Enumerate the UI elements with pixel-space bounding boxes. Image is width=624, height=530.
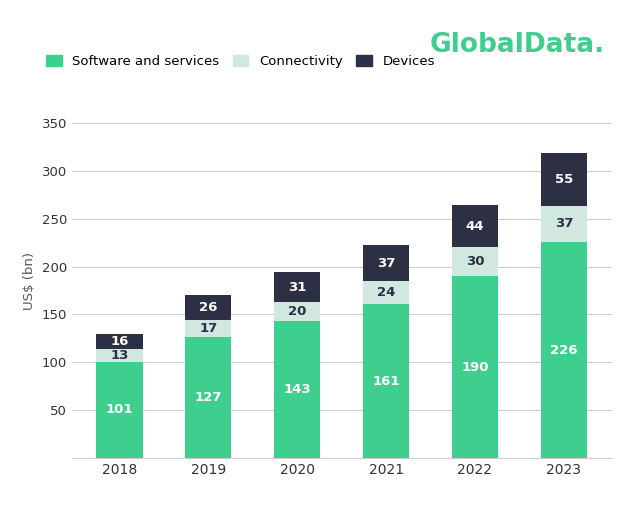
- Text: 55: 55: [555, 173, 573, 186]
- Legend: Software and services, Connectivity, Devices: Software and services, Connectivity, Dev…: [41, 50, 440, 73]
- Text: 26: 26: [199, 301, 218, 314]
- Text: Global IoT revenue by
technology segment ($bn),
2018–2023: Global IoT revenue by technology segment…: [16, 17, 261, 73]
- Bar: [541, 206, 587, 242]
- Bar: [185, 320, 232, 337]
- Bar: [452, 276, 498, 458]
- Text: 143: 143: [283, 383, 311, 396]
- Text: 30: 30: [466, 255, 484, 268]
- Text: 226: 226: [550, 343, 578, 357]
- Text: 31: 31: [288, 281, 306, 294]
- Bar: [185, 337, 232, 458]
- Bar: [363, 304, 409, 458]
- Text: 20: 20: [288, 305, 306, 318]
- Text: 37: 37: [555, 217, 573, 231]
- Bar: [96, 361, 142, 458]
- Text: 37: 37: [377, 257, 395, 270]
- Text: 17: 17: [199, 322, 217, 335]
- Bar: [274, 302, 320, 321]
- Text: 101: 101: [105, 403, 133, 417]
- Bar: [274, 272, 320, 302]
- Text: 127: 127: [195, 391, 222, 404]
- Bar: [452, 205, 498, 248]
- Bar: [96, 349, 142, 361]
- Text: 16: 16: [110, 335, 129, 348]
- Text: 13: 13: [110, 349, 129, 362]
- Y-axis label: US$ (bn): US$ (bn): [23, 252, 36, 310]
- Text: 190: 190: [461, 361, 489, 374]
- Bar: [96, 334, 142, 349]
- Text: 161: 161: [373, 375, 400, 387]
- Text: 44: 44: [466, 220, 484, 233]
- Bar: [541, 242, 587, 458]
- Bar: [185, 295, 232, 320]
- Text: GlobalData.: GlobalData.: [430, 32, 605, 58]
- Bar: [452, 248, 498, 276]
- Text: 24: 24: [377, 286, 395, 299]
- Bar: [274, 321, 320, 458]
- Bar: [363, 245, 409, 281]
- Bar: [363, 281, 409, 304]
- Bar: [541, 153, 587, 206]
- Text: Source: GlobalData, Technology Intelligence Centre: Source: GlobalData, Technology Intellige…: [19, 499, 445, 514]
